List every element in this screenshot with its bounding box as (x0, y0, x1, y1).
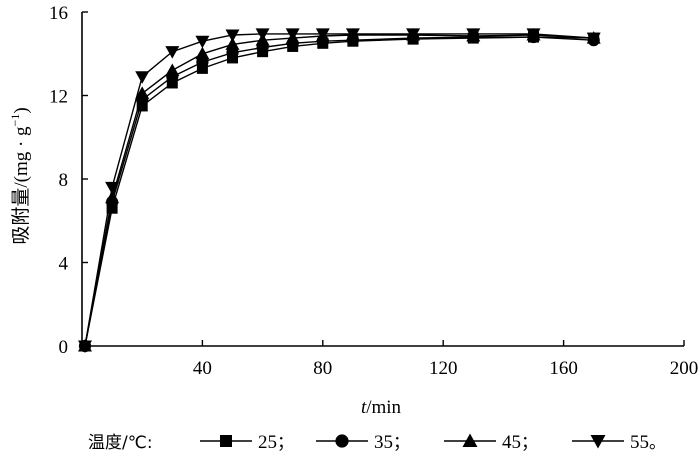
data-point (255, 28, 270, 41)
legend-item-25: 25； (200, 432, 294, 453)
legend-separator: ； (521, 433, 538, 453)
series-55 (78, 28, 601, 353)
x-axis-title-variable: t (361, 397, 367, 418)
data-point (165, 46, 180, 59)
y-axis-title-close: ) (11, 107, 32, 113)
legend-label-value: 55 (630, 432, 649, 453)
series-line (84, 33, 594, 347)
series-layer (78, 27, 601, 353)
x-axis-title-unit: /min (366, 397, 401, 418)
y-axis-title: 吸附量/(mg · g−1) (8, 107, 32, 244)
data-point (526, 28, 541, 41)
data-point (166, 77, 178, 89)
data-point (195, 46, 210, 60)
data-point (196, 62, 208, 74)
data-point (586, 32, 601, 46)
legend-label: 35； (374, 432, 410, 453)
data-point (195, 35, 210, 49)
legend-item-55: 55。 (572, 432, 666, 453)
series-45 (78, 27, 601, 352)
data-point (165, 63, 180, 76)
y-tick-label: 12 (49, 87, 68, 108)
x-tick-label: 80 (313, 358, 332, 379)
legend-label: 55。 (630, 432, 666, 453)
data-point (345, 28, 360, 41)
y-tick-label: 16 (49, 3, 68, 24)
legend-label-value: 35 (374, 432, 393, 453)
series-line (84, 34, 594, 347)
series-35 (78, 30, 600, 353)
legend-item-35: 35； (316, 432, 410, 453)
data-point (106, 202, 118, 214)
legend-item-45: 45； (444, 432, 538, 453)
legend-separator: 。 (649, 433, 666, 453)
x-tick-label: 200 (670, 358, 699, 379)
data-point (135, 86, 150, 99)
legend-separator: ； (393, 433, 410, 453)
y-tick-label: 8 (59, 170, 69, 191)
data-point (466, 28, 481, 41)
legend-label-value: 25 (258, 432, 277, 453)
legend-label: 45； (502, 432, 538, 453)
legend-marker (590, 435, 606, 449)
y-tick-label: 4 (59, 254, 69, 275)
ticks: 40 80 120 160 200 0 4 8 12 16 (49, 3, 698, 379)
series-line (84, 36, 594, 347)
data-point (105, 181, 120, 195)
data-point (225, 37, 240, 50)
legend-separator: ； (277, 433, 294, 453)
x-axis-title: t/min (361, 397, 402, 418)
data-point (315, 28, 330, 41)
x-tick-label: 40 (193, 358, 212, 379)
legend-marker (462, 433, 478, 447)
legend-label: 25； (258, 432, 294, 453)
data-point (78, 340, 93, 353)
y-axis-title-main: 吸附量/(mg · g (10, 126, 32, 245)
legend: 温度/℃: 25； 35； 45； 55。 (88, 432, 666, 453)
legend-marker (335, 434, 349, 448)
data-point (136, 100, 148, 112)
series-25 (79, 31, 600, 352)
series-line (84, 36, 594, 347)
data-point (406, 28, 421, 41)
axes (81, 12, 684, 347)
y-axis-title-superscript: −1 (8, 114, 22, 127)
data-point (285, 28, 300, 41)
y-tick-label: 0 (59, 337, 69, 358)
legend-marker (220, 435, 232, 447)
data-point (225, 29, 240, 42)
data-point (105, 190, 120, 204)
data-point (135, 71, 150, 84)
legend-title: 温度/℃: (88, 433, 153, 453)
legend-label-value: 45 (502, 432, 521, 453)
x-tick-label: 160 (549, 358, 578, 379)
x-tick-label: 120 (429, 358, 458, 379)
